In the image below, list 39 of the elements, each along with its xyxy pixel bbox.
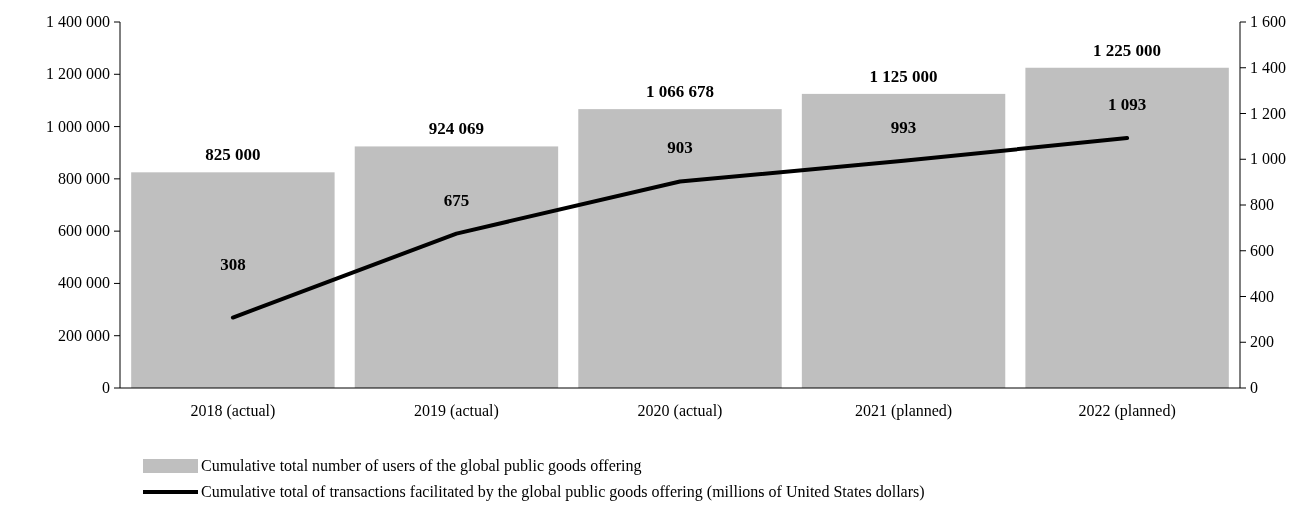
bar: [578, 109, 782, 388]
data-label: 993: [890, 117, 917, 137]
y-tick-label: 400 000: [58, 274, 110, 292]
bar: [801, 93, 1006, 388]
data-label: 308: [220, 254, 246, 274]
x-tick-label: 2021 (planned): [854, 402, 953, 420]
bar: [354, 146, 559, 388]
data-label: 675: [443, 190, 470, 210]
bar: [131, 172, 335, 388]
y-tick-label: 1 200 000: [46, 65, 110, 83]
y2-tick-label: 200: [1250, 333, 1274, 351]
bar: [1025, 67, 1229, 388]
data-label: 1 225 000: [1093, 40, 1162, 60]
y-tick-label: 0: [102, 379, 110, 396]
legend-label: Cumulative total number of users of the global public goods offering: [201, 457, 642, 475]
y2-tick-label: 400: [1250, 287, 1274, 305]
y2-tick-label: 600: [1250, 241, 1274, 259]
y-tick-label: 200 000: [58, 326, 110, 344]
x-tick-label: 2022 (planned): [1078, 402, 1176, 420]
y-tick-label: 600 000: [58, 222, 110, 240]
y2-tick-label: 0: [1250, 379, 1258, 396]
data-label: 1 066 678: [646, 82, 714, 102]
y-tick-label: 1 400 000: [46, 13, 110, 30]
x-tick-label: 2018 (actual): [190, 402, 276, 420]
y2-tick-label: 1 000: [1250, 150, 1286, 168]
data-label: 903: [667, 138, 693, 158]
legend-label: Cumulative total of transactions facilitated by the global public goods offering (millions of United States dollars): [201, 483, 925, 501]
y2-tick-label: 1 200: [1250, 104, 1286, 122]
y-tick-label: 800 000: [58, 169, 110, 187]
data-label: 825 000: [205, 145, 261, 165]
data-label: 1 125 000: [869, 66, 938, 86]
y2-tick-label: 800: [1250, 196, 1274, 213]
x-tick-label: 2019 (actual): [414, 402, 499, 420]
y2-tick-label: 1 400: [1250, 58, 1286, 76]
y2-tick-label: 1 600: [1250, 13, 1286, 30]
data-label: 1 093: [1107, 94, 1147, 114]
data-label: 924 069: [428, 119, 485, 139]
y-tick-label: 1 000 000: [46, 117, 110, 135]
x-tick-label: 2020 (actual): [637, 402, 723, 420]
